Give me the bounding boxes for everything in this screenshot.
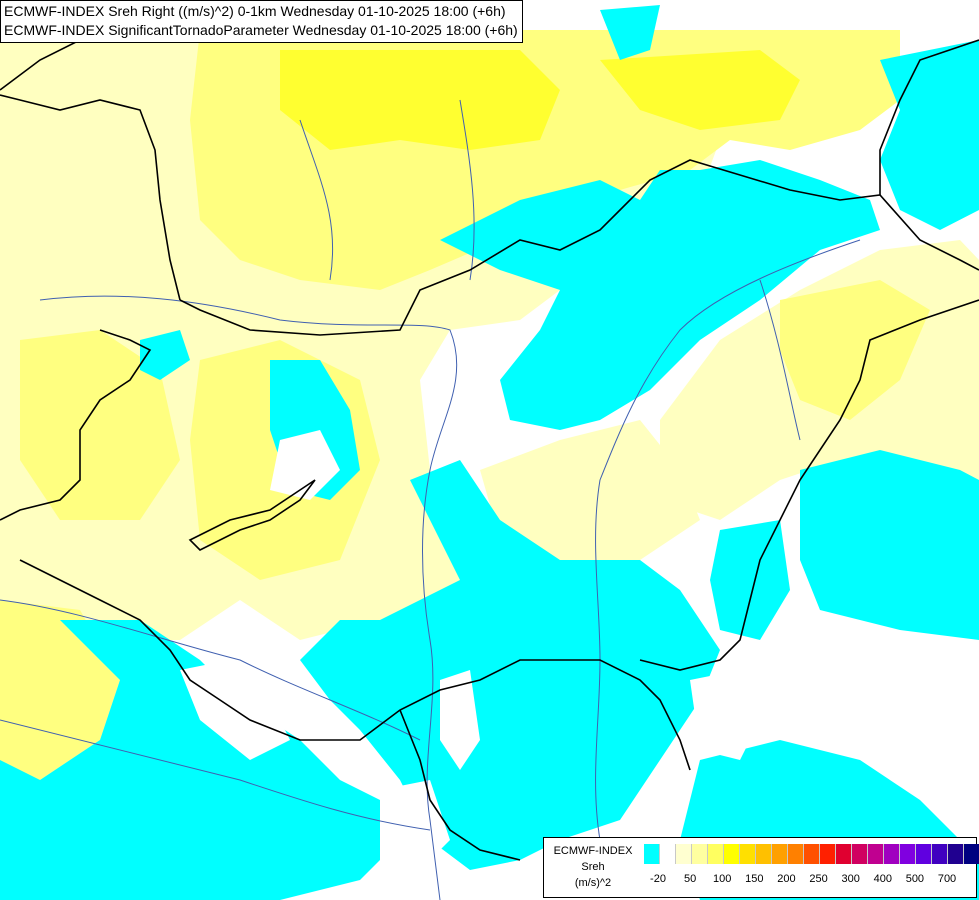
border-hungary-south [19, 559, 691, 771]
field-white-gap-1 [270, 430, 340, 500]
river-sava [0, 719, 431, 831]
legend-tick-label: -20 [650, 873, 666, 885]
field-strong-yellow-north [280, 50, 560, 150]
legend-swatches [644, 844, 979, 864]
legend-ticks: -20 50 100 150 200 250 300 400 500 700 [644, 873, 974, 889]
legend-tick-label: 150 [745, 873, 764, 885]
field-strong-yellow-north-2 [600, 50, 800, 130]
river-north-2 [459, 99, 475, 281]
legend-swatch [916, 844, 932, 864]
field-white-gap-6 [820, 640, 979, 740]
legend-tick-label: 50 [683, 873, 697, 885]
legend-swatch [820, 844, 836, 864]
legend-label: ECMWF-INDEX Sreh (m/s)^2 [544, 838, 642, 891]
border-northeast [879, 39, 979, 195]
legend-swatch [676, 844, 692, 864]
field-cyan-southwest [0, 620, 400, 900]
river-north [299, 119, 334, 281]
legend-variable: Sreh [581, 861, 605, 873]
field-cyan-center [440, 160, 880, 430]
river-tisza [595, 239, 861, 841]
legend-swatch [868, 844, 884, 864]
legend-tick-label: 100 [713, 873, 732, 885]
legend-tick-label: 250 [809, 873, 828, 885]
legend-swatch [756, 844, 772, 864]
border-hungary-southwest [0, 329, 152, 521]
legend-swatch [724, 844, 740, 864]
field-cyan-east-mid [710, 520, 790, 640]
legend-source: ECMWF-INDEX [553, 845, 633, 857]
legend-swatch [804, 844, 820, 864]
legend-tick-label: 200 [777, 873, 796, 885]
field-cyan-east [800, 450, 979, 640]
legend-unit: (m/s)^2 [574, 877, 612, 889]
map-title-line-2: ECMWF-INDEX SignificantTornadoParameter … [4, 22, 518, 38]
field-white-gap-5 [690, 670, 760, 760]
field-yellow-east [780, 280, 930, 420]
legend-swatch [692, 844, 708, 864]
field-light-yellow-center [480, 420, 700, 560]
field-cyan-north-small [600, 5, 660, 60]
legend-swatch [884, 844, 900, 864]
border-hungary-west [0, 94, 181, 301]
legend-swatch [948, 844, 964, 864]
river-east [759, 279, 801, 441]
legend-swatch [644, 844, 660, 864]
legend-swatch [772, 844, 788, 864]
country-borders [0, 9, 979, 861]
river-danube [39, 295, 458, 900]
legend-swatch [964, 844, 979, 864]
border-balaton [188, 479, 316, 551]
legend-swatch [788, 844, 804, 864]
legend-tick-label: 300 [841, 873, 860, 885]
map-title-box: ECMWF-INDEX Sreh Right ((m/s)^2) 0-1km W… [0, 0, 523, 43]
legend-swatch [708, 844, 724, 864]
legend-tick-label: 500 [905, 873, 925, 885]
border-hungary-east [639, 299, 979, 671]
border-hungary-north [179, 159, 979, 336]
legend-swatch [852, 844, 868, 864]
legend-swatch [932, 844, 948, 864]
color-legend: ECMWF-INDEX Sreh (m/s)^2 -20 50 100 150 200 2… [543, 837, 979, 898]
legend-swatch [660, 844, 676, 864]
field-white-gap-2 [440, 670, 480, 770]
legend-tick-label: 700 [937, 873, 957, 885]
map-title-line-1: ECMWF-INDEX Sreh Right ((m/s)^2) 0-1km W… [4, 3, 506, 19]
legend-swatch [740, 844, 756, 864]
river-drava [0, 599, 421, 741]
field-cyan-northeast [880, 40, 979, 230]
border-croatia-serbia [399, 709, 521, 861]
field-cyan-west-small [140, 330, 190, 380]
legend-swatch [900, 844, 916, 864]
legend-tick-label: 400 [873, 873, 892, 885]
field-yellow-west [20, 330, 180, 520]
legend-swatch [836, 844, 852, 864]
rivers [0, 99, 861, 900]
